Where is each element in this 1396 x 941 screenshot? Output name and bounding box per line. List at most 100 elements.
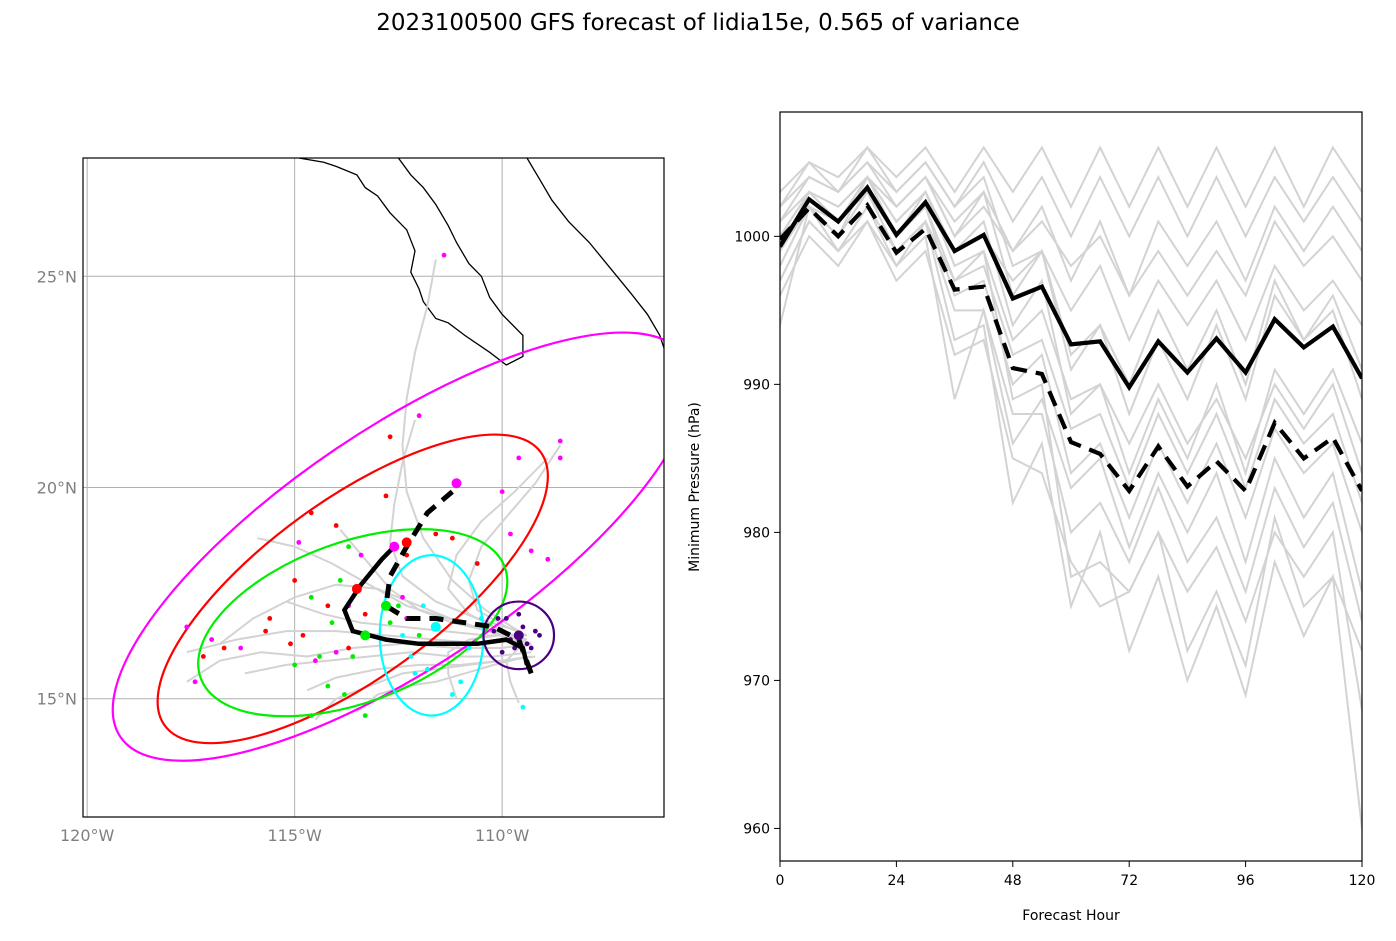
member-position-point xyxy=(308,713,314,719)
mean-tracks-layer xyxy=(341,478,534,675)
member-position-point xyxy=(520,704,526,710)
member-position-point xyxy=(516,611,522,617)
member-position-point xyxy=(420,603,426,609)
member-position-point xyxy=(400,594,405,600)
member-position-point xyxy=(479,616,484,621)
cluster-mean-point xyxy=(380,600,391,611)
member-position-point xyxy=(184,624,190,630)
member-position-point xyxy=(292,578,298,583)
member-position-point xyxy=(350,654,356,659)
member-position-point xyxy=(408,654,414,659)
cluster-ellipse xyxy=(156,433,549,745)
member-position-point xyxy=(317,654,322,659)
member-position-point xyxy=(300,632,306,638)
y-tick-label: 960 xyxy=(743,821,770,837)
member-position-point xyxy=(537,632,542,638)
member-pressure-line xyxy=(780,175,1362,343)
member-track xyxy=(285,600,527,637)
member-position-point xyxy=(557,455,563,461)
member-track xyxy=(447,457,549,641)
coastline-layer xyxy=(298,158,664,366)
y-axis-label: Minimum Pressure (hPa) xyxy=(687,402,703,572)
map-lon-tick-label: 120°W xyxy=(60,826,115,845)
member-position-point xyxy=(528,548,534,554)
mean-track-dashed xyxy=(383,489,534,675)
member-pressure-line xyxy=(780,204,1362,829)
member-position-point xyxy=(342,692,347,697)
pressure-chart-panel: 0 24 48 72 96 120 960 970 980 990 1000 Forecast Ho… xyxy=(687,111,1375,924)
cluster-mean-point xyxy=(513,630,524,641)
member-position-point xyxy=(458,679,464,685)
member-position-point xyxy=(346,645,351,651)
member-position-point xyxy=(404,552,410,558)
member-position-point xyxy=(200,654,206,659)
member-position-point xyxy=(358,552,364,558)
member-position-point xyxy=(337,578,343,583)
cluster-mean-point xyxy=(389,541,400,552)
member-position-point xyxy=(396,603,401,609)
member-position-point xyxy=(516,455,522,461)
member-position-point xyxy=(383,493,389,499)
map-lat-tick-label: 25°N xyxy=(37,267,77,286)
member-position-point xyxy=(325,683,331,689)
cluster-mean-point xyxy=(430,621,441,632)
member-pressure-line xyxy=(780,145,1362,239)
member-position-point xyxy=(400,632,405,638)
member-pressure-lines xyxy=(780,145,1362,829)
map-frame xyxy=(82,157,665,818)
member-position-point xyxy=(362,713,368,719)
member-pressure-line xyxy=(780,190,1362,533)
member-position-point xyxy=(238,645,244,651)
mainland-coastline xyxy=(526,158,664,349)
pressure-frame xyxy=(779,111,1363,862)
member-position-point xyxy=(267,616,273,621)
x-tick-label: 0 xyxy=(776,873,785,889)
pressure-ticks: 0 24 48 72 96 120 960 970 980 990 1000 xyxy=(734,229,1375,889)
member-position-point xyxy=(292,662,298,668)
baja-coastline xyxy=(298,158,524,366)
x-tick-label: 24 xyxy=(887,873,905,889)
member-pressure-line xyxy=(780,204,1362,622)
member-position-point xyxy=(308,594,314,600)
member-position-point xyxy=(263,628,268,634)
member-position-point xyxy=(474,561,480,566)
member-position-point xyxy=(449,692,455,697)
map-gridlines xyxy=(83,158,664,817)
map-lat-tick-label: 20°N xyxy=(37,479,77,498)
member-pressure-line xyxy=(780,145,1362,209)
member-pressure-line xyxy=(780,160,1362,299)
member-position-point xyxy=(508,531,513,537)
member-position-point xyxy=(495,616,501,621)
member-position-point xyxy=(412,670,418,676)
x-tick-label: 72 xyxy=(1120,873,1138,889)
y-tick-label: 970 xyxy=(743,673,770,689)
member-track xyxy=(401,259,520,632)
member-position-point xyxy=(333,649,339,655)
member-position-point xyxy=(520,624,526,630)
cluster-mean-point xyxy=(451,478,462,489)
member-track xyxy=(356,655,528,713)
member-position-point xyxy=(466,645,472,651)
y-tick-label: 1000 xyxy=(734,229,770,245)
track-map-panel: 120°W 115°W 110°W 15°N 20°N 25°N xyxy=(37,157,665,845)
map-lon-tick-label: 110°W xyxy=(475,826,530,845)
member-pressure-line xyxy=(780,219,1362,592)
member-position-point xyxy=(416,632,422,638)
mean-pressure-solid xyxy=(780,183,1362,392)
member-position-point xyxy=(545,556,551,562)
figure-title: 2023100500 GFS forecast of lidia15e, 0.5… xyxy=(376,10,1020,36)
x-tick-label: 96 xyxy=(1237,873,1255,889)
cluster-mean-point xyxy=(351,583,362,594)
cluster-ellipse xyxy=(197,528,509,718)
y-tick-label: 990 xyxy=(743,377,770,393)
member-position-point xyxy=(221,645,227,651)
y-tick-label: 980 xyxy=(743,525,770,541)
member-position-point xyxy=(425,666,430,672)
member-position-point xyxy=(491,628,497,634)
member-position-point xyxy=(308,510,314,516)
x-axis-label: Forecast Hour xyxy=(1022,908,1120,924)
member-position-point xyxy=(192,679,198,685)
member-position-point xyxy=(362,611,368,617)
member-pressure-line xyxy=(780,175,1362,388)
member-position-point xyxy=(296,540,302,545)
